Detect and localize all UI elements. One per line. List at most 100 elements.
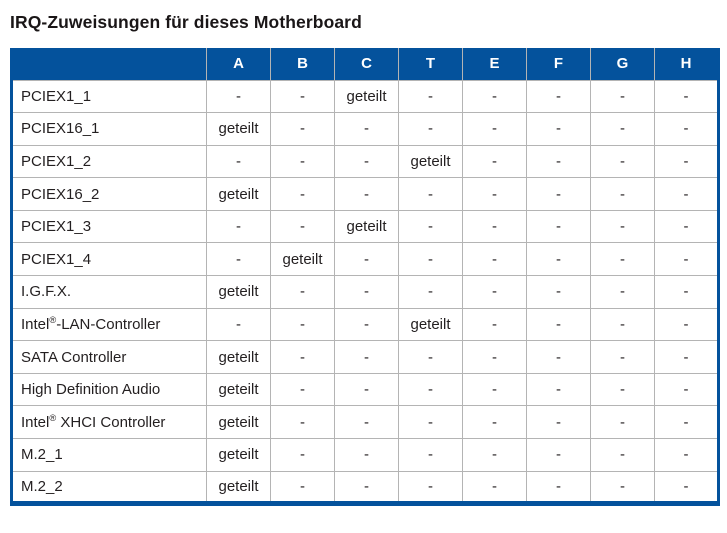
table-body: PCIEX1_1- - geteilt - - - - - PCIEX16_1 geteilt - -…: [11, 79, 719, 504]
irq-cell: -: [334, 405, 399, 440]
irq-cell: -: [654, 79, 719, 114]
irq-cell: -: [462, 144, 527, 179]
irq-cell: -: [398, 372, 463, 407]
irq-cell: -: [206, 144, 271, 179]
irq-cell: -: [270, 79, 335, 114]
irq-cell: -: [462, 470, 527, 504]
irq-cell: geteilt: [206, 372, 271, 407]
irq-cell: -: [270, 177, 335, 211]
irq-cell: geteilt: [206, 177, 271, 211]
irq-cell: geteilt: [206, 112, 271, 146]
irq-cell: geteilt: [206, 438, 271, 472]
irq-cell: geteilt: [398, 144, 463, 179]
irq-cell: -: [526, 405, 591, 440]
table-row: PCIEX1_4- geteilt - - - - - -: [11, 242, 719, 277]
irq-cell: -: [590, 242, 655, 277]
table-row: PCIEX16_1 geteilt - - - - - - -: [11, 112, 719, 146]
irq-cell: -: [270, 144, 335, 179]
irq-cell: -: [270, 340, 335, 374]
irq-cell: -: [654, 275, 719, 309]
irq-cell: -: [590, 307, 655, 342]
irq-cell: -: [206, 307, 271, 342]
irq-cell: -: [526, 242, 591, 277]
irq-cell: -: [590, 177, 655, 211]
header-cell-irq-t: T: [398, 48, 463, 81]
irq-cell: -: [334, 242, 399, 277]
irq-cell: -: [590, 209, 655, 244]
table-row: Intel® XHCI Controller geteilt - - - - - - -: [11, 405, 719, 440]
irq-cell: -: [270, 209, 335, 244]
irq-cell: geteilt: [334, 209, 399, 244]
irq-cell: -: [462, 209, 527, 244]
irq-cell: -: [526, 307, 591, 342]
irq-cell: -: [590, 112, 655, 146]
irq-cell: geteilt: [206, 340, 271, 374]
irq-cell: -: [462, 242, 527, 277]
irq-cell: -: [270, 405, 335, 440]
irq-cell: -: [270, 112, 335, 146]
irq-cell: -: [590, 470, 655, 504]
irq-cell: -: [270, 470, 335, 504]
irq-cell: -: [398, 470, 463, 504]
table-row: PCIEX1_3- - geteilt - - - - -: [11, 209, 719, 244]
row-label: Intel®-LAN-Controller: [11, 307, 207, 342]
row-label: M.2_1: [11, 438, 207, 472]
irq-cell: -: [654, 144, 719, 179]
irq-cell: -: [462, 405, 527, 440]
irq-cell: geteilt: [206, 275, 271, 309]
irq-cell: -: [334, 470, 399, 504]
table-row: M.2_1 geteilt - - - - - - -: [11, 438, 719, 472]
table-row: PCIEX1_1- - geteilt - - - - -: [11, 79, 719, 114]
irq-cell: -: [654, 177, 719, 211]
irq-cell: -: [270, 372, 335, 407]
irq-cell: -: [206, 242, 271, 277]
irq-cell: geteilt: [206, 405, 271, 440]
irq-cell: -: [590, 144, 655, 179]
table-row: I.G.F.X. geteilt - - - - - - -: [11, 275, 719, 309]
irq-cell: -: [590, 438, 655, 472]
irq-cell: -: [398, 209, 463, 244]
irq-cell: -: [654, 242, 719, 277]
irq-cell: geteilt: [334, 79, 399, 114]
irq-cell: -: [590, 340, 655, 374]
irq-cell: -: [398, 177, 463, 211]
irq-cell: -: [334, 438, 399, 472]
irq-cell: -: [462, 438, 527, 472]
header-cell-irq-g: G: [590, 48, 655, 81]
irq-cell: -: [526, 275, 591, 309]
row-label: High Definition Audio: [11, 372, 207, 407]
irq-cell: -: [654, 372, 719, 407]
header-cell-irq-f: F: [526, 48, 591, 81]
irq-cell: -: [654, 438, 719, 472]
irq-cell: -: [398, 79, 463, 114]
table-row: High Definition Audio geteilt - - - - - - -: [11, 372, 719, 407]
header-cell-irq-c: C: [334, 48, 399, 81]
header-cell-empty: [11, 48, 207, 81]
irq-cell: -: [334, 177, 399, 211]
irq-cell: -: [526, 470, 591, 504]
irq-cell: -: [206, 209, 271, 244]
irq-cell: -: [654, 112, 719, 146]
irq-cell: -: [462, 340, 527, 374]
table-row: M.2_2 geteilt - - - - - - -: [11, 470, 719, 504]
irq-cell: -: [462, 275, 527, 309]
irq-cell: -: [462, 79, 527, 114]
irq-cell: -: [590, 405, 655, 440]
row-label: PCIEX1_3: [11, 209, 207, 244]
irq-cell: -: [462, 112, 527, 146]
header-cell-irq-b: B: [270, 48, 335, 81]
irq-cell: -: [462, 177, 527, 211]
header-cell-irq-a: A: [206, 48, 271, 81]
row-label: PCIEX16_2: [11, 177, 207, 211]
irq-cell: -: [334, 275, 399, 309]
irq-cell: geteilt: [206, 470, 271, 504]
irq-cell: -: [590, 275, 655, 309]
table-row: Intel®-LAN-Controller - - - geteilt - - - -: [11, 307, 719, 342]
irq-cell: -: [462, 307, 527, 342]
irq-cell: -: [526, 177, 591, 211]
row-label: I.G.F.X.: [11, 275, 207, 309]
irq-cell: -: [206, 79, 271, 114]
irq-cell: -: [334, 144, 399, 179]
